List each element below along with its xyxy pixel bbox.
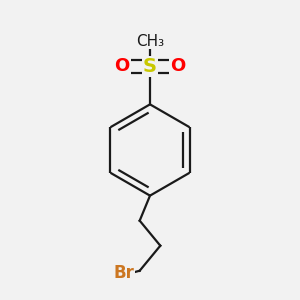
Text: S: S	[143, 57, 157, 76]
Text: Br: Br	[113, 264, 134, 282]
Text: O: O	[170, 57, 186, 75]
Text: O: O	[114, 57, 130, 75]
Text: CH₃: CH₃	[136, 34, 164, 49]
